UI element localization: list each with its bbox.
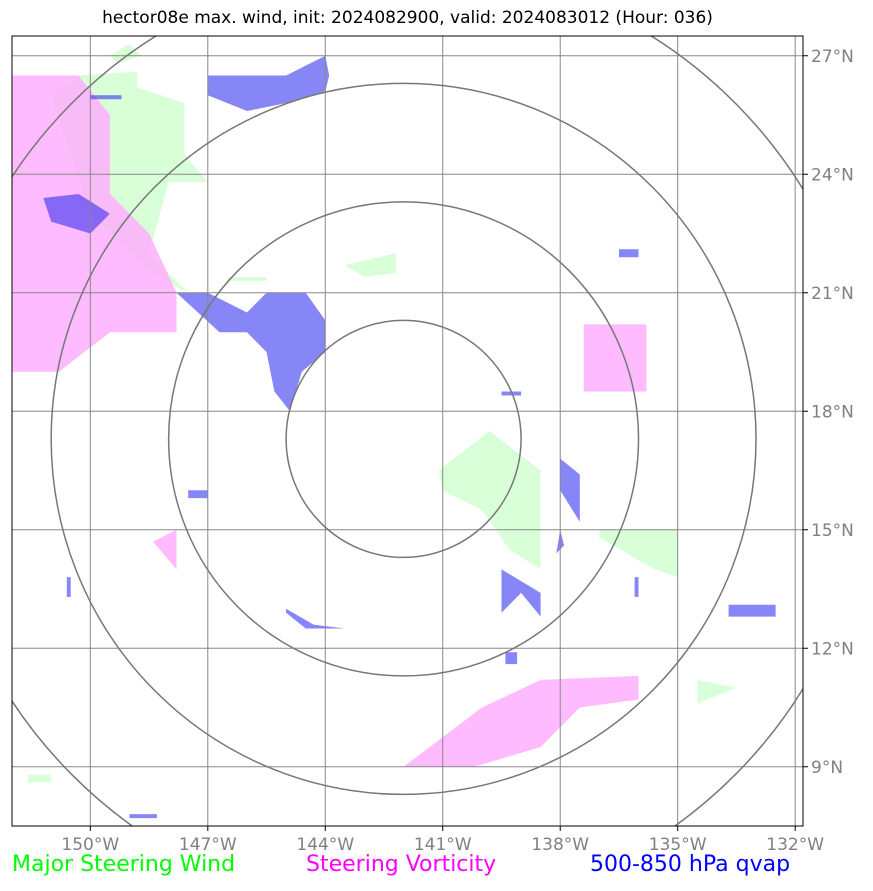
qvap-region-12 [505,652,518,665]
lat-tick-label: 15°N [811,521,854,541]
vorticity-region-2 [153,529,177,570]
lon-tick-label: 141°W [414,835,472,855]
plot-frame [11,35,804,827]
lat-tick-label: 12°N [811,639,854,659]
wind-region-3 [227,277,267,281]
wind-region-2 [344,253,396,277]
range-ring [167,201,640,677]
qvap-region-10 [188,490,208,499]
lon-tick-label: 147°W [179,835,237,855]
qvap-region-5 [501,569,541,617]
map-title: hector08e max. wind, init: 2024082900, v… [102,8,713,28]
vorticity-region-1 [583,324,647,392]
wind-region-1 [109,43,142,64]
lon-tick-label: 138°W [531,835,589,855]
qvap-region-15 [129,814,157,819]
legend-wind: Major Steering Wind [12,852,236,877]
lat-tick-label: 9°N [811,758,843,778]
wind-region-6 [697,679,737,704]
qvap-region-6 [286,608,345,629]
lon-tick-label: 150°W [61,835,119,855]
vorticity-region-3 [403,675,639,767]
range-ring [285,319,522,559]
qvap-region-14 [634,577,639,597]
wind-region-5 [599,529,678,578]
lat-tick-label: 21°N [811,284,854,304]
lat-tick-label: 24°N [811,165,854,185]
lon-tick-label: 144°W [296,835,354,855]
wind-region-4 [438,431,541,570]
qvap-region-4 [560,458,580,522]
qvap-region-0 [43,194,110,234]
lon-tick-label: 132°W [766,835,824,855]
range-ring [50,82,757,796]
qvap-region-1 [176,292,326,412]
lat-tick-label: 27°N [811,47,854,67]
lon-tick-label: 135°W [649,835,707,855]
qvap-region-3 [90,95,122,100]
legend-qvap: 500-850 hPa qvap [590,852,791,877]
legend-vorticity: Steering Vorticity [306,852,497,877]
qvap-region-8 [728,604,776,617]
qvap-region-11 [66,577,71,597]
qvap-region-9 [619,249,639,258]
qvap-region-2 [207,55,330,111]
wind-region-7 [27,774,52,783]
lat-tick-label: 18°N [811,402,854,422]
